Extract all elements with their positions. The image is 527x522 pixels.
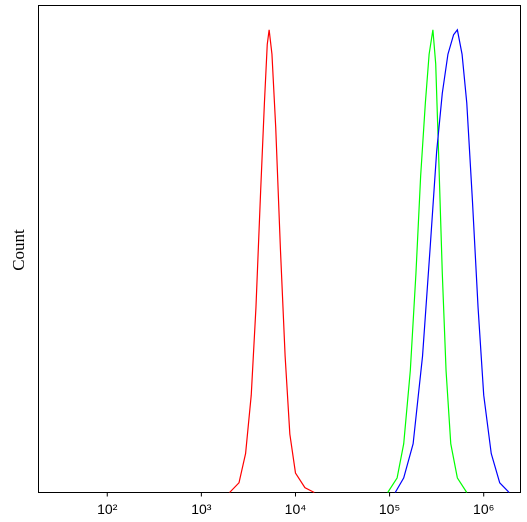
series-line: [387, 29, 468, 493]
x-tick-label: 10⁵: [379, 501, 400, 517]
plot-frame: [38, 5, 521, 493]
y-axis-label: Count: [9, 229, 28, 271]
series-line: [229, 29, 315, 494]
x-tick-label: 10³: [191, 501, 212, 517]
x-tick-label: 10²: [97, 501, 118, 517]
x-tick-label: 10⁴: [285, 501, 307, 517]
series-line: [394, 28, 510, 493]
x-tick-label: 10⁶: [473, 501, 494, 517]
